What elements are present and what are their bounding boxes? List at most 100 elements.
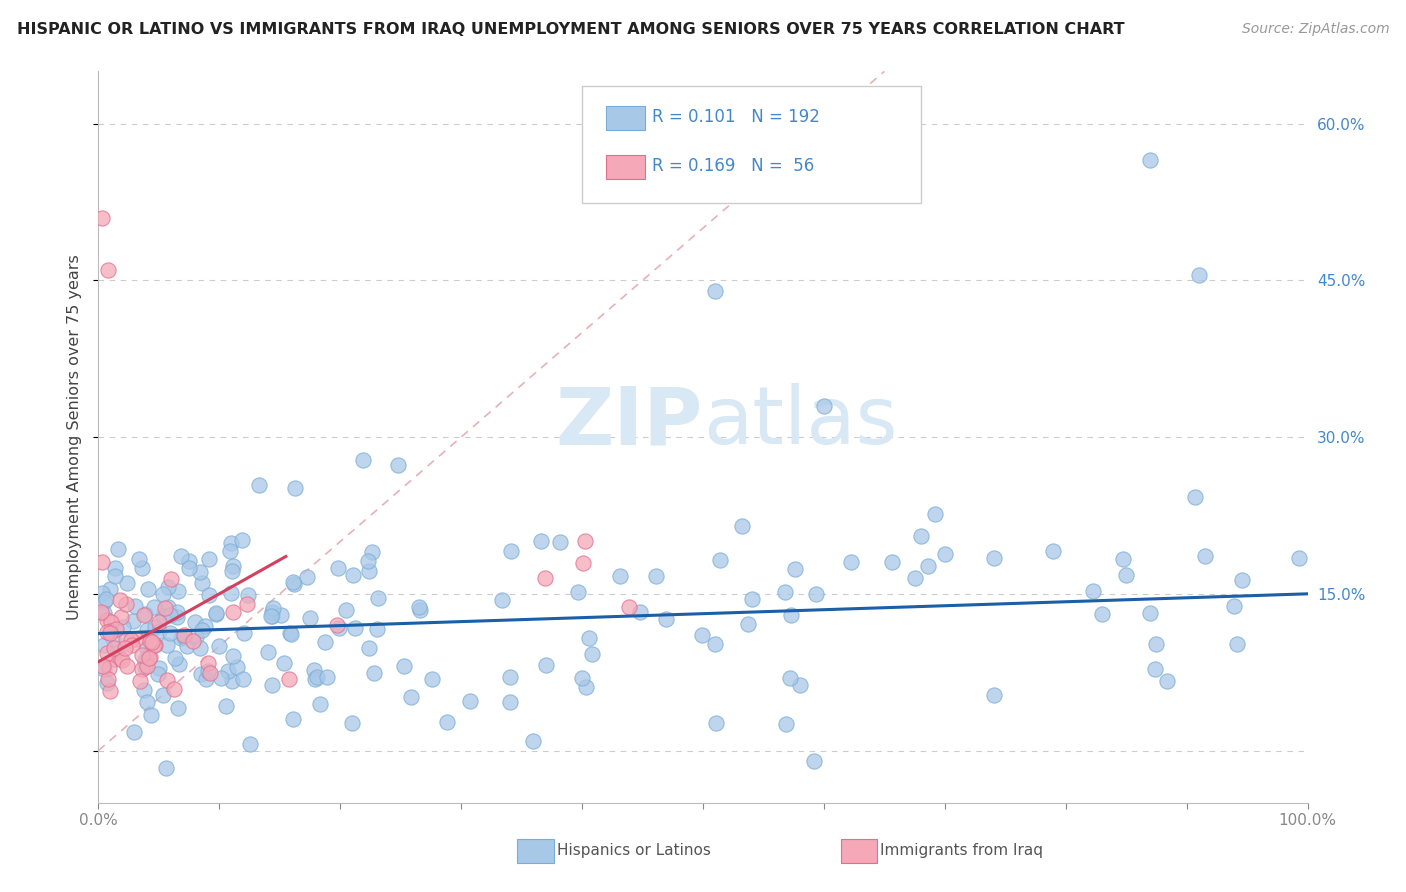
Point <box>534 571 557 585</box>
Point <box>128 673 150 688</box>
Point <box>197 588 219 602</box>
Point <box>335 602 357 616</box>
Point <box>200 665 222 680</box>
Point <box>628 605 651 619</box>
Point <box>120 633 142 648</box>
Point <box>741 591 763 606</box>
Point <box>97 672 120 686</box>
Point <box>357 564 380 578</box>
Point <box>136 659 159 673</box>
Point <box>136 582 159 597</box>
Point <box>121 638 143 652</box>
Point <box>571 671 593 685</box>
Point <box>284 481 307 495</box>
Point <box>159 572 181 586</box>
Point <box>226 660 249 674</box>
Point <box>100 615 122 629</box>
Point <box>110 609 132 624</box>
FancyBboxPatch shape <box>606 106 645 130</box>
Point <box>152 587 174 601</box>
Point <box>297 570 319 584</box>
Point <box>124 599 146 614</box>
Point <box>574 534 596 549</box>
Point <box>839 555 862 569</box>
Point <box>142 600 165 615</box>
Point <box>125 632 148 647</box>
Point <box>408 600 430 615</box>
Point <box>262 605 284 619</box>
Point <box>1230 573 1253 587</box>
Point <box>217 664 239 678</box>
Point <box>176 640 198 654</box>
Point <box>775 585 797 599</box>
Text: atlas: atlas <box>703 384 897 461</box>
Point <box>115 575 138 590</box>
Point <box>578 632 600 646</box>
Point <box>283 577 305 591</box>
Point <box>114 640 136 655</box>
Point <box>115 632 138 647</box>
Point <box>156 580 179 594</box>
Point <box>108 651 131 665</box>
Point <box>1194 549 1216 564</box>
Text: Immigrants from Iraq: Immigrants from Iraq <box>880 844 1043 858</box>
Point <box>197 656 219 670</box>
Point <box>302 663 325 677</box>
Point <box>283 712 305 726</box>
Point <box>155 638 177 652</box>
Point <box>209 671 232 685</box>
Point <box>1139 153 1161 168</box>
Point <box>804 587 827 601</box>
Point <box>367 591 389 605</box>
Point <box>785 562 807 576</box>
Point <box>131 560 153 574</box>
Point <box>188 640 211 655</box>
Point <box>197 664 219 678</box>
Point <box>299 611 322 625</box>
Point <box>136 649 159 664</box>
Point <box>219 586 242 600</box>
Point <box>409 603 432 617</box>
Point <box>93 638 115 652</box>
Point <box>709 553 731 567</box>
Point <box>315 670 337 684</box>
Point <box>567 585 589 599</box>
Point <box>96 675 118 690</box>
Point <box>392 659 415 673</box>
Point <box>215 698 238 713</box>
Point <box>366 622 388 636</box>
Point <box>498 670 520 684</box>
Point <box>1083 584 1105 599</box>
Point <box>93 606 115 620</box>
Point <box>917 559 939 574</box>
Point <box>575 681 598 695</box>
Point <box>139 708 162 723</box>
Point <box>247 478 270 492</box>
Point <box>257 645 280 659</box>
Point <box>163 682 186 697</box>
FancyBboxPatch shape <box>606 155 645 179</box>
Point <box>262 678 284 692</box>
Point <box>283 575 305 590</box>
Text: R = 0.101   N = 192: R = 0.101 N = 192 <box>652 109 820 127</box>
Point <box>179 554 201 568</box>
Point <box>103 632 125 646</box>
Point <box>458 694 481 708</box>
Point <box>363 666 385 681</box>
Point <box>91 211 114 225</box>
Point <box>134 660 156 674</box>
Point <box>609 569 631 583</box>
Point <box>983 551 1005 566</box>
Point <box>132 608 155 623</box>
Point <box>138 650 160 665</box>
Text: Source: ZipAtlas.com: Source: ZipAtlas.com <box>1241 22 1389 37</box>
Point <box>194 672 217 686</box>
Point <box>548 535 571 549</box>
Point <box>167 657 190 671</box>
Point <box>131 648 153 662</box>
Point <box>97 263 120 277</box>
Point <box>690 628 713 642</box>
Point <box>98 626 121 640</box>
Point <box>165 651 187 665</box>
Point <box>104 560 127 574</box>
